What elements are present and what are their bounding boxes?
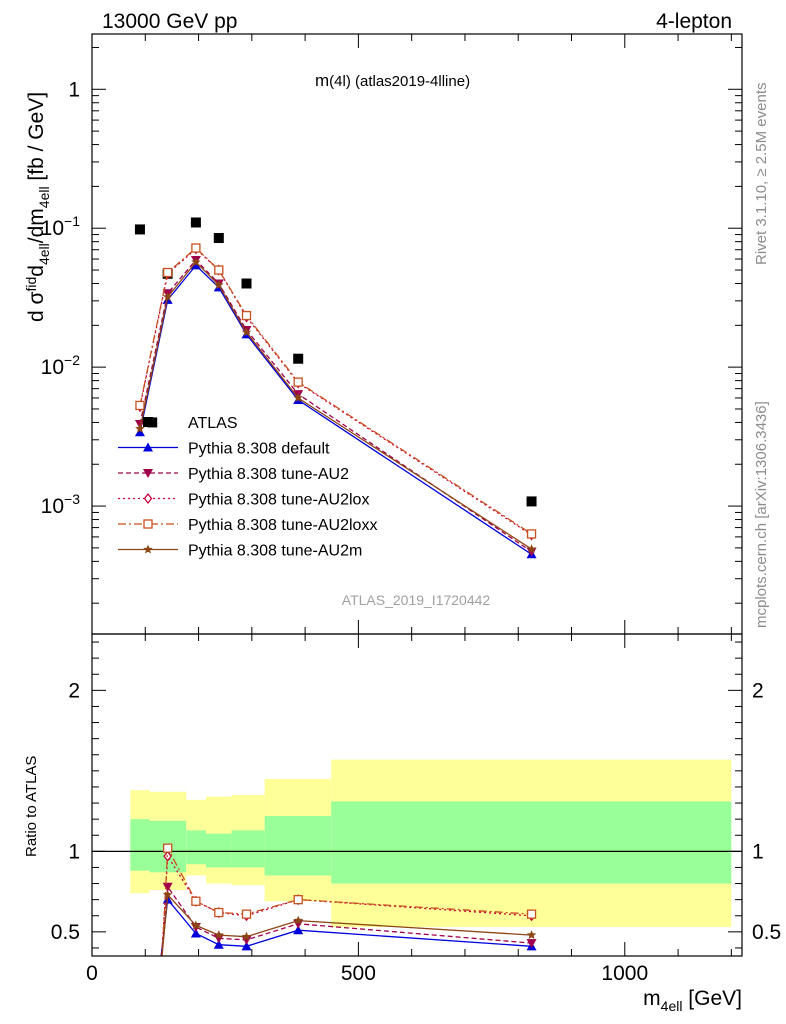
main-point-au2m-2 bbox=[191, 257, 201, 267]
legend-label-data: ATLAS bbox=[188, 415, 238, 432]
y-tick-label-1: 1 bbox=[68, 78, 80, 101]
ratio-point-au2m-2 bbox=[191, 920, 201, 930]
main-point-au2m-4 bbox=[241, 327, 252, 337]
legend-label-au2lox: Pythia 8.308 tune-AU2lox bbox=[188, 492, 369, 509]
axis-ticks bbox=[91, 34, 742, 956]
main-series-au2loxx bbox=[135, 243, 537, 539]
legend: ATLAS Pythia 8.308 default Pythia 8.308 tu… bbox=[118, 415, 377, 560]
legend-entry-au2: Pythia 8.308 tune-AU2 bbox=[118, 466, 349, 483]
legend-entry-au2lox: Pythia 8.308 tune-AU2lox bbox=[118, 492, 369, 509]
y-tick-label-ratio-left-2: 2 bbox=[68, 679, 80, 702]
ratio-point-default-2 bbox=[190, 928, 201, 938]
ratio-band-inner-3 bbox=[206, 833, 232, 868]
main-point-data-0 bbox=[134, 224, 145, 235]
main-point-default-0 bbox=[134, 427, 145, 437]
ratio-panel-series bbox=[160, 843, 537, 956]
main-point-au2m-1 bbox=[162, 291, 173, 302]
ratio-point-au2m-5 bbox=[293, 915, 303, 925]
main-point-au2m-0 bbox=[135, 423, 145, 433]
ratio-point-au2loxx-2 bbox=[191, 896, 201, 906]
ratio-point-au2m-6 bbox=[526, 930, 537, 940]
y-axis-title-ratio: Ratio to ATLAS bbox=[23, 756, 40, 857]
main-point-data-7 bbox=[526, 496, 537, 507]
legend-entry-au2m: Pythia 8.308 tune-AU2m bbox=[118, 543, 362, 560]
legend-marker-default bbox=[143, 442, 153, 452]
legend-marker-au2lox bbox=[143, 492, 153, 505]
legend-label-au2loxx: Pythia 8.308 tune-AU2loxx bbox=[188, 517, 377, 534]
x-tick-label-500: 500 bbox=[341, 962, 376, 985]
main-point-data-4 bbox=[213, 233, 224, 244]
legend-label-default: Pythia 8.308 default bbox=[188, 441, 330, 458]
ratio-band-inner-0 bbox=[130, 819, 150, 871]
ratio-point-au2loxx-6 bbox=[526, 909, 537, 919]
ratio-band-inner-5 bbox=[264, 815, 332, 876]
legend-label-au2: Pythia 8.308 tune-AU2 bbox=[188, 466, 349, 483]
ratio-point-au2loxx-5 bbox=[293, 895, 303, 905]
y-axis-title-main: d σfidd4ell/dm4ell [fb / GeV] bbox=[23, 92, 52, 322]
y-tick-label-ratio-left-1: 1 bbox=[68, 840, 80, 863]
main-point-au2loxx-5 bbox=[293, 377, 303, 387]
legend-entry-data: ATLAS bbox=[143, 415, 238, 432]
legend-marker-data bbox=[143, 417, 153, 427]
ratio-point-au2loxx-4 bbox=[241, 909, 252, 919]
main-point-au2loxx-6 bbox=[526, 529, 537, 539]
x-tick-label-0: 0 bbox=[86, 962, 98, 985]
y-tick-label-ratio-right-2: 2 bbox=[752, 679, 764, 702]
main-point-au2-6 bbox=[526, 547, 537, 557]
ratio-panel-frame bbox=[91, 633, 743, 957]
legend-marker-au2 bbox=[143, 469, 153, 478]
energy-label: 13000 GeV pp bbox=[102, 10, 237, 33]
y-tick-label-1e-3: 10−3 bbox=[41, 491, 81, 518]
ratio-point-default-5 bbox=[293, 925, 304, 935]
analysis-id: ATLAS_2019_I1720442 bbox=[342, 592, 491, 608]
main-point-au2loxx-1 bbox=[163, 267, 173, 278]
ratio-point-au2-1 bbox=[162, 882, 173, 892]
legend-marker-au2m bbox=[143, 544, 153, 554]
ratio-series-au2 bbox=[160, 882, 537, 956]
process-label: 4-lepton bbox=[656, 10, 732, 33]
main-point-au2loxx-2 bbox=[191, 243, 201, 253]
y-tick-label-ratio-left-0.5: 0.5 bbox=[51, 921, 80, 944]
ratio-band-inner-4 bbox=[231, 830, 265, 868]
legend-label-au2m: Pythia 8.308 tune-AU2m bbox=[188, 543, 362, 560]
ratio-point-au2m-1 bbox=[162, 889, 173, 899]
legend-marker-au2loxx bbox=[143, 519, 153, 529]
ratio-point-au2m-3 bbox=[214, 930, 224, 940]
ratio-point-default-4 bbox=[241, 941, 252, 951]
ratio-point-default-3 bbox=[213, 939, 224, 949]
ratio-uncertainty-bands bbox=[130, 759, 732, 928]
main-point-data-5 bbox=[241, 278, 252, 289]
legend-entry-default: Pythia 8.308 default bbox=[118, 441, 330, 458]
ratio-point-au2loxx-1 bbox=[163, 843, 173, 853]
plot-title: m(4l) (atlas2019-4lline) bbox=[315, 71, 470, 90]
ratio-series-au2m bbox=[161, 889, 537, 956]
main-point-au2m-5 bbox=[293, 392, 303, 403]
ratio-point-au2-6 bbox=[526, 939, 537, 949]
main-point-au2m-3 bbox=[214, 280, 224, 290]
ratio-band-inner-2 bbox=[186, 830, 207, 865]
main-point-data-6 bbox=[293, 353, 304, 364]
y-tick-label-ratio-right-1: 1 bbox=[752, 840, 764, 863]
main-series-au2m bbox=[135, 257, 537, 554]
ratio-point-au2-4 bbox=[241, 935, 252, 945]
ratio-point-au2-3 bbox=[213, 934, 224, 944]
ratio-point-au2loxx-3 bbox=[214, 907, 224, 918]
x-axis-title: m4ell [GeV] bbox=[643, 987, 742, 1014]
main-point-au2loxx-4 bbox=[241, 310, 252, 321]
main-point-au2m-6 bbox=[526, 544, 537, 554]
main-point-au2loxx-0 bbox=[135, 400, 145, 411]
x-tick-label-1000: 1000 bbox=[601, 962, 648, 985]
main-point-au2loxx-3 bbox=[214, 265, 224, 275]
ratio-band-inner-6 bbox=[331, 801, 732, 884]
y-tick-label-ratio-right-0.5: 0.5 bbox=[752, 921, 781, 944]
main-point-data-3 bbox=[190, 217, 201, 228]
mcplots-label: mcplots.cern.ch [arXiv:1306.3436] bbox=[753, 401, 770, 628]
y-tick-label-1e-2: 10−2 bbox=[41, 352, 81, 379]
ratio-series-au2loxx bbox=[161, 843, 537, 956]
legend-entry-au2loxx: Pythia 8.308 tune-AU2loxx bbox=[118, 517, 377, 534]
ratio-point-au2m-4 bbox=[241, 931, 252, 941]
rivet-label: Rivet 3.1.10, ≥ 2.5M events bbox=[753, 83, 770, 266]
